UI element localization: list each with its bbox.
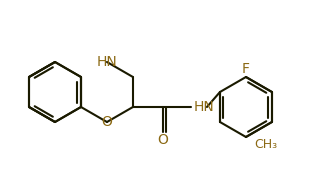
Text: CH₃: CH₃ [254, 139, 277, 152]
Text: O: O [101, 115, 112, 129]
Text: F: F [242, 62, 250, 76]
Text: HN: HN [96, 55, 117, 69]
Text: HN: HN [194, 100, 215, 114]
Text: O: O [158, 133, 168, 147]
